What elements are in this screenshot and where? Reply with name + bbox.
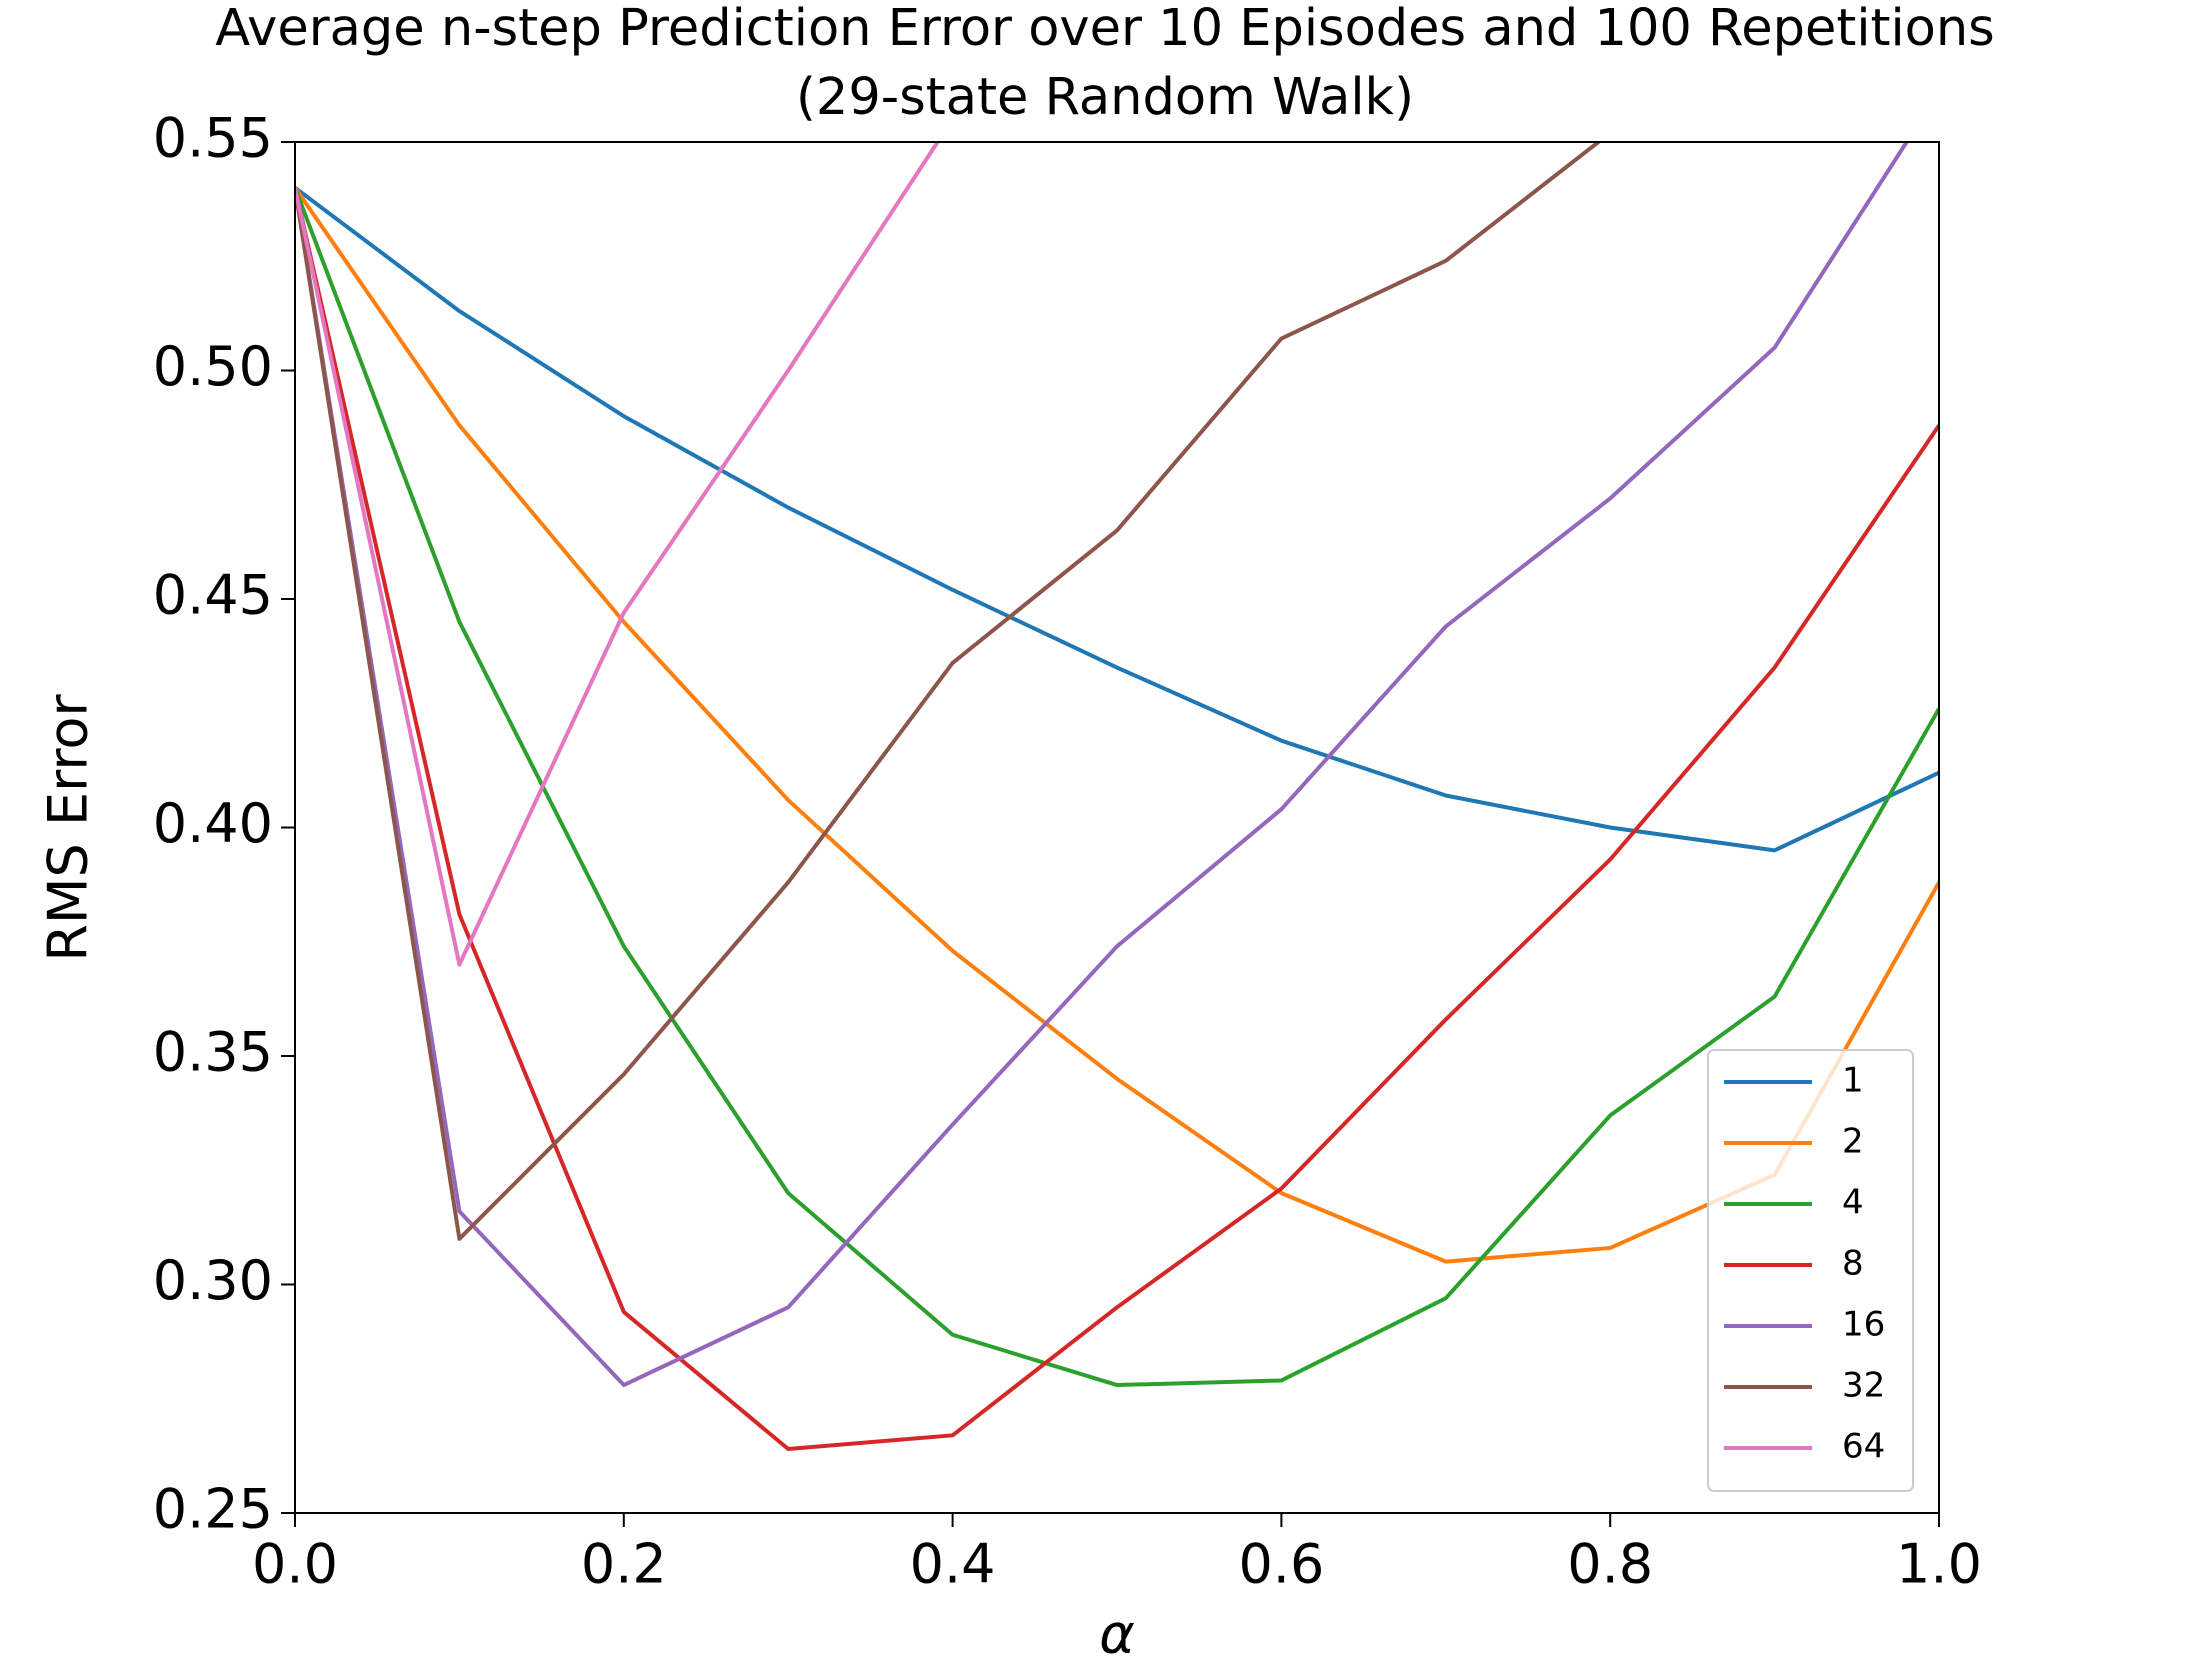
y-tick-label: 0.55 [153, 107, 273, 170]
legend-label: 8 [1842, 1244, 1864, 1284]
legend-label: 4 [1842, 1183, 1864, 1223]
y-tick-label: 0.40 [153, 792, 273, 855]
legend-label: 32 [1842, 1366, 1885, 1406]
chart-title: (29-state Random Walk) [796, 68, 1414, 127]
y-axis-label: RMS Error [37, 694, 100, 962]
series-line [295, 187, 1939, 1452]
y-tick-label: 0.50 [153, 335, 273, 398]
plot-lines [295, 142, 1939, 1452]
y-tick-label: 0.30 [153, 1249, 273, 1312]
legend-label: 64 [1842, 1427, 1885, 1467]
y-tick-label: 0.35 [153, 1021, 273, 1084]
legend-label: 1 [1842, 1061, 1864, 1101]
legend-label: 16 [1842, 1305, 1885, 1345]
x-tick-label: 0.8 [1567, 1533, 1653, 1596]
series-line [295, 142, 1602, 1241]
y-tick-label: 0.45 [153, 564, 273, 627]
series-line [295, 142, 1910, 1388]
x-axis-label: α [1099, 1603, 1135, 1666]
chart-title: Average n-step Prediction Error over 10 … [215, 0, 1995, 58]
series-line [295, 142, 941, 967]
x-tick-label: 1.0 [1896, 1533, 1982, 1596]
series-line [295, 186, 1939, 1388]
x-tick-label: 0.2 [581, 1533, 667, 1596]
x-tick-label: 0.0 [252, 1533, 338, 1596]
x-tick-label: 0.4 [910, 1533, 996, 1596]
series-line [295, 186, 1939, 853]
series-line [295, 186, 1939, 1264]
legend-box [1707, 1049, 1914, 1492]
x-tick-label: 0.6 [1238, 1533, 1324, 1596]
legend-label: 2 [1842, 1122, 1864, 1162]
y-tick-label: 0.25 [153, 1478, 273, 1541]
